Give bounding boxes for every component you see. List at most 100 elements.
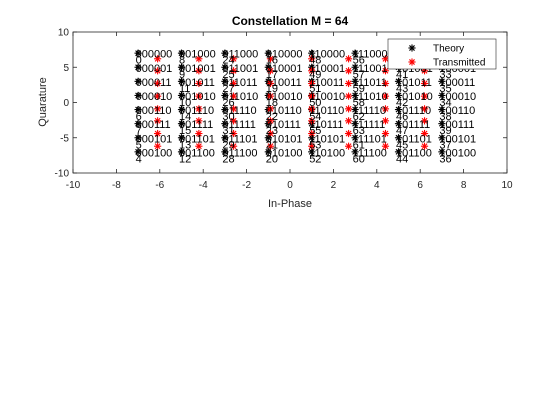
theory-point <box>351 105 359 114</box>
transmitted-point <box>154 105 162 113</box>
index-label: 10 <box>179 97 191 109</box>
x-tick-label: 6 <box>417 180 423 191</box>
index-label: 56 <box>353 55 365 67</box>
bit-label: 100010 <box>439 91 476 103</box>
x-tick-label: 8 <box>461 180 467 191</box>
legend-marker-transmitted <box>408 58 416 66</box>
bit-label: 111110 <box>353 105 386 117</box>
index-label: 30 <box>222 111 234 123</box>
transmitted-point <box>229 67 238 75</box>
bit-label: 100101 <box>439 133 476 145</box>
bit-label: 001001 <box>179 63 216 75</box>
bit-label: 110010 <box>309 91 345 103</box>
transmitted-point <box>344 55 353 63</box>
theory-point <box>351 77 359 85</box>
x-tick-label: 4 <box>374 180 380 191</box>
index-label: 31 <box>222 125 234 137</box>
index-label: 29 <box>222 139 234 151</box>
bit-label: 101110 <box>396 105 431 117</box>
theory-point <box>438 120 446 128</box>
index-label: 20 <box>266 153 278 165</box>
index-label: 26 <box>222 97 234 109</box>
bit-label: 011100 <box>222 147 257 159</box>
index-label: 61 <box>353 139 365 151</box>
index-label: 46 <box>396 111 408 123</box>
legend-marker-theory <box>408 44 416 52</box>
theory-point <box>177 134 186 142</box>
theory-point <box>177 77 186 85</box>
legend-label-transmitted: Transmitted <box>433 58 485 69</box>
theory-point <box>438 134 446 142</box>
bit-label: 011001 <box>222 63 258 75</box>
theory-point <box>177 49 186 57</box>
x-tick-label: 2 <box>331 180 337 191</box>
theory-point <box>134 49 142 57</box>
theory-point <box>134 91 142 100</box>
theory-point <box>134 63 142 71</box>
theory-point <box>264 49 272 57</box>
transmitted-point <box>420 142 429 150</box>
transmitted-point <box>308 117 316 125</box>
bit-label: 101101 <box>396 133 432 145</box>
bit-label: 011101 <box>222 133 257 145</box>
index-label: 43 <box>396 83 408 95</box>
bit-label: 011111 <box>222 119 255 131</box>
index-label: 24 <box>222 55 234 67</box>
bit-label: 000001 <box>136 63 173 75</box>
x-tick-label: -10 <box>66 180 81 191</box>
legend: Theory Transmitted <box>387 38 497 70</box>
transmitted-point <box>420 92 429 100</box>
bit-label: 010110 <box>266 105 302 117</box>
theory-point <box>134 120 142 128</box>
legend-label-theory: Theory <box>433 44 464 55</box>
index-label: 0 <box>136 55 142 67</box>
index-label: 35 <box>439 83 451 95</box>
bit-label: 000011 <box>136 77 172 89</box>
transmitted-point <box>266 67 275 75</box>
transmitted-point <box>195 105 203 113</box>
bit-label: 011010 <box>222 91 258 103</box>
transmitted-point <box>266 92 275 100</box>
index-label: 6 <box>136 111 142 123</box>
transmitted-point <box>229 129 238 138</box>
transmitted-point <box>195 117 203 125</box>
index-label: 22 <box>266 111 278 123</box>
transmitted-point <box>266 142 275 150</box>
transmitted-point <box>195 92 203 100</box>
index-label: 59 <box>353 83 365 95</box>
transmitted-point <box>381 67 390 75</box>
transmitted-point <box>308 129 316 138</box>
bit-label: 011110 <box>222 105 256 117</box>
transmitted-point <box>266 117 275 125</box>
bit-label: 111001 <box>353 63 388 75</box>
transmitted-point <box>344 92 353 100</box>
index-label: 19 <box>266 83 278 95</box>
transmitted-point <box>308 105 316 113</box>
bit-label: 110111 <box>309 119 343 131</box>
transmitted-point <box>154 55 162 63</box>
transmitted-point <box>154 117 162 125</box>
theory-point <box>177 120 186 128</box>
theory-point <box>438 148 446 156</box>
chart-title: Constellation M = 64 <box>232 14 349 28</box>
transmitted-point <box>308 67 316 75</box>
index-label: 12 <box>179 153 191 165</box>
bit-label: 000110 <box>136 105 172 117</box>
theory-point <box>438 105 446 114</box>
theory-point <box>394 91 403 100</box>
y-tick-label: 10 <box>58 28 70 39</box>
theory-point <box>351 148 359 156</box>
transmitted-point <box>308 55 316 63</box>
index-label: 62 <box>353 111 365 123</box>
index-label: 33 <box>439 69 451 81</box>
transmitted-point <box>154 129 162 138</box>
transmitted-point <box>381 92 390 100</box>
index-label: 53 <box>309 139 321 151</box>
index-label: 5 <box>136 139 142 151</box>
theory-point <box>221 49 229 57</box>
bit-label: 111000 <box>353 49 388 61</box>
x-tick-label: -4 <box>199 180 208 191</box>
theory-point <box>177 91 186 100</box>
theory-point <box>264 63 272 71</box>
bit-label: 011000 <box>222 49 258 61</box>
